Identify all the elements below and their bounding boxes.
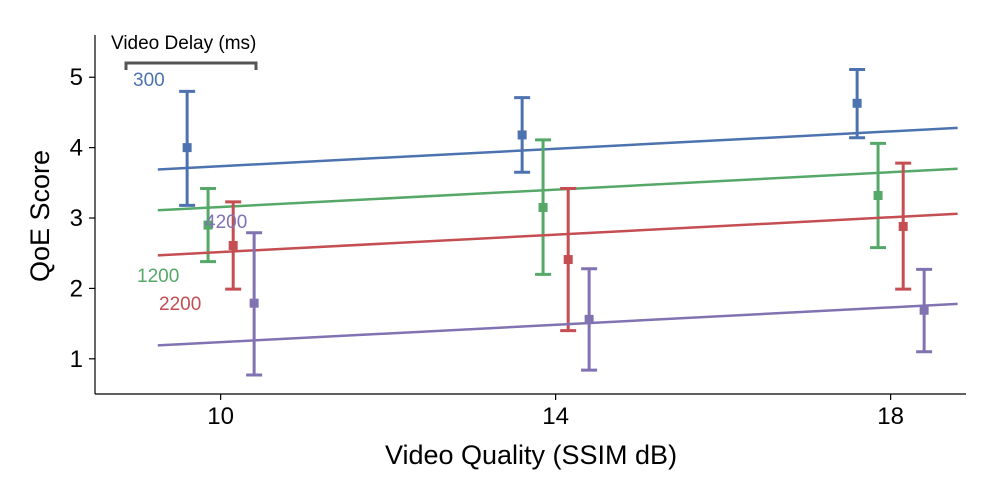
- plot-area: [157, 67, 958, 377]
- series-300: [157, 67, 958, 207]
- data-point: [919, 305, 929, 315]
- series-1200: [157, 138, 958, 276]
- y-tick-label: 3: [70, 205, 83, 232]
- data-point: [563, 255, 573, 265]
- y-tick-label: 2: [70, 275, 83, 302]
- data-point: [228, 240, 238, 250]
- data-point: [182, 143, 192, 153]
- legend-title: Video Delay (ms): [111, 33, 256, 54]
- data-point: [873, 190, 883, 200]
- x-axis-title: Video Quality (SSIM dB): [385, 440, 677, 470]
- y-tick-label: 4: [70, 135, 83, 162]
- axes: 1 2 3 4 5 10 14 18: [70, 35, 966, 430]
- y-axis-title: QoE Score: [25, 150, 55, 282]
- fit-line: [157, 302, 958, 347]
- series-2200: [157, 161, 958, 333]
- fit-line: [157, 126, 958, 171]
- data-point: [203, 220, 213, 230]
- data-point: [584, 314, 594, 324]
- series-label-300: 300: [133, 70, 165, 91]
- series-label-1200: 1200: [137, 266, 179, 287]
- y-tick-label: 1: [70, 346, 83, 373]
- fit-line: [157, 167, 958, 212]
- legend-bracket: [124, 61, 258, 70]
- x-tick-label: 10: [207, 403, 234, 430]
- data-point: [249, 298, 259, 308]
- data-point: [898, 221, 908, 231]
- x-tick-label: 18: [877, 403, 904, 430]
- x-tick-label: 14: [542, 403, 569, 430]
- data-point: [538, 202, 548, 212]
- series-label-2200: 2200: [159, 294, 201, 315]
- fit-line: [157, 212, 958, 257]
- series-4200: [157, 231, 958, 377]
- data-point: [852, 98, 862, 108]
- y-tick-label: 5: [70, 64, 83, 91]
- data-point: [517, 130, 527, 140]
- legend: Video Delay (ms): [111, 33, 258, 70]
- series-labels: 300 1200 2200 4200: [133, 70, 247, 315]
- series-label-4200: 4200: [205, 212, 247, 233]
